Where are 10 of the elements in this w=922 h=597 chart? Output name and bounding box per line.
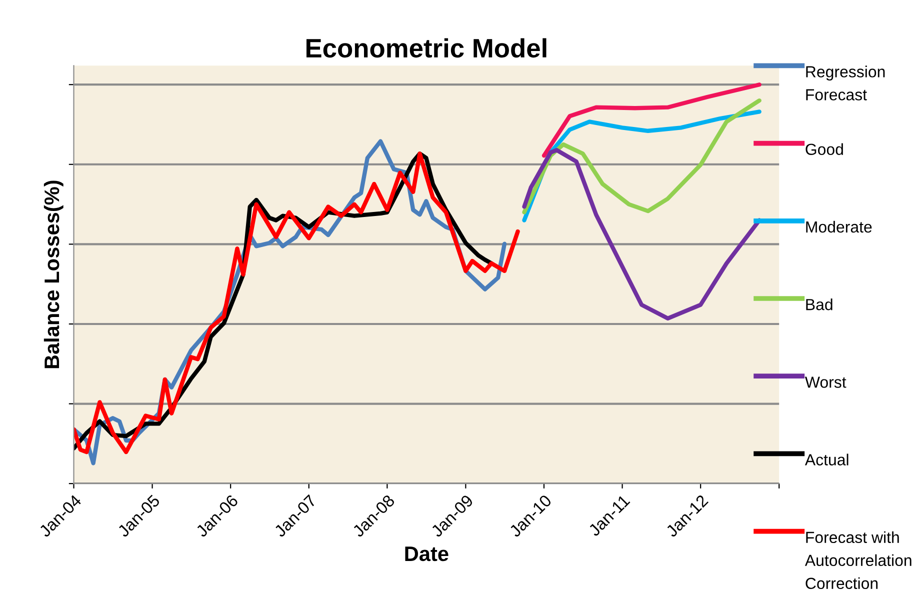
legend-label: Good: [806, 143, 843, 156]
legend-label: Actual: [804, 454, 848, 466]
legend-label: Forecast with Autocorrelation Correction: [804, 531, 912, 590]
y-axis-title: Balance Losses(%): [44, 180, 64, 368]
legend-label: Bad: [806, 298, 832, 310]
legend-label: Regression Forecast: [806, 66, 885, 100]
chart-title: Econometric Model: [306, 38, 546, 58]
legend-label: Moderate: [806, 220, 872, 233]
legend-label: Worst: [804, 376, 846, 388]
x-axis-title: Date: [405, 546, 448, 562]
